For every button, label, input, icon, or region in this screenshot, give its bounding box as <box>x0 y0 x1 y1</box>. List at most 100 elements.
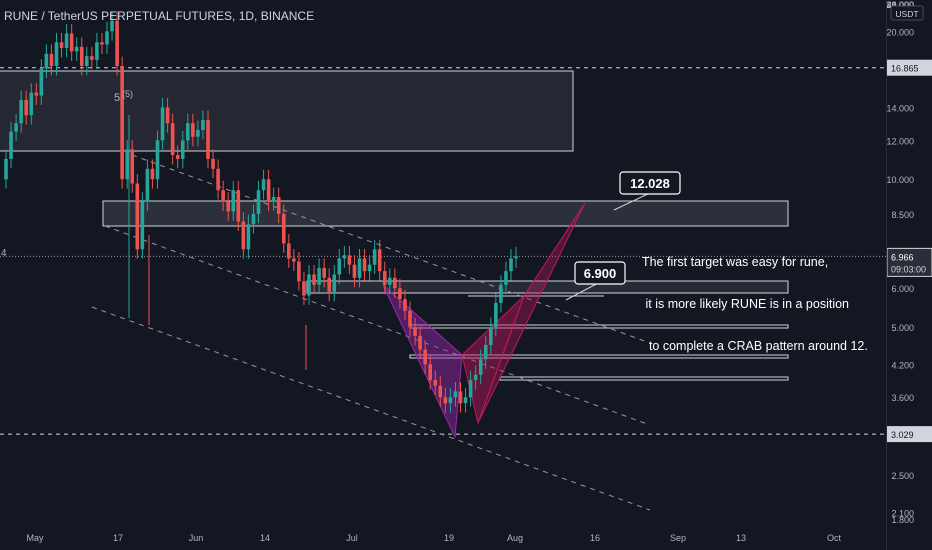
candle-body <box>372 249 377 265</box>
candle-body <box>287 243 291 259</box>
last-price-badge: 6.966 <box>891 252 914 262</box>
candle-body <box>110 20 114 32</box>
price-tick-label: 4.200 <box>891 360 914 370</box>
candle-body <box>74 46 79 52</box>
candle-body <box>307 274 311 296</box>
resistance-price-badge-bg <box>887 59 932 76</box>
candle-body <box>453 391 458 398</box>
note-line: to complete a CRAB pattern around 12. <box>642 339 868 353</box>
candle-body <box>64 33 69 48</box>
candle-body <box>170 123 175 156</box>
target-low-callout <box>574 261 626 285</box>
candle-body <box>271 197 276 202</box>
candle-body <box>256 190 261 214</box>
candle-body <box>413 327 417 336</box>
candle-body <box>236 190 241 222</box>
candle-body <box>403 299 407 311</box>
candle-body <box>332 274 337 292</box>
candle-body <box>342 255 347 259</box>
candle-body <box>216 168 220 191</box>
target-high-callout <box>619 171 681 195</box>
candle-body <box>191 123 195 137</box>
crab-pattern-projection <box>477 202 586 424</box>
candle-body <box>226 201 230 212</box>
support-price-badge: 3.029 <box>891 430 914 440</box>
resistance-price-badge: 16.865 <box>891 64 919 74</box>
candle-body <box>393 277 397 289</box>
candle-body <box>388 277 392 285</box>
candle-body <box>79 46 84 66</box>
candle-body <box>221 190 225 202</box>
candle-body <box>29 92 34 116</box>
time-tick-label: 19 <box>444 533 454 543</box>
target-low-label: 6.900 <box>584 266 617 281</box>
last-price-badge-bg <box>886 247 932 277</box>
price-tick-label: 3.600 <box>891 393 914 403</box>
candle-body <box>276 197 281 214</box>
price-tick-label: 8.500 <box>891 210 914 220</box>
candle-body <box>398 288 402 300</box>
resistance-zone-box <box>102 200 789 227</box>
time-tick-label: Aug <box>507 533 523 543</box>
candle-body <box>150 168 155 180</box>
price-tick-label: 2.100 <box>891 508 914 518</box>
candle-body <box>180 140 185 159</box>
candle-body <box>494 302 498 328</box>
callout-pointer <box>565 281 601 301</box>
price-tick-label: 12.000 <box>886 136 914 146</box>
candle-body <box>145 168 150 202</box>
candle-body <box>327 277 331 292</box>
price-tick-label: 30.000 <box>886 0 914 10</box>
candle-body <box>34 92 39 96</box>
candle-body <box>312 274 316 285</box>
channel-trendline <box>104 225 651 426</box>
note-line: it is more likely RUNE is in a position <box>642 297 850 311</box>
candle-body <box>382 271 387 285</box>
candle-body <box>39 68 44 96</box>
candle-body <box>489 327 493 345</box>
candle-body <box>297 261 301 282</box>
candle-body <box>302 281 306 296</box>
candle-body <box>69 33 74 52</box>
price-tick-label: 36.000 <box>886 0 914 10</box>
channel-trendline <box>91 306 651 511</box>
candle-body <box>468 380 473 398</box>
level-line <box>409 354 789 359</box>
price-tick-label: 10.000 <box>886 175 914 185</box>
candle-body <box>135 183 140 250</box>
callout-pointer <box>613 191 653 211</box>
candle-body <box>140 201 145 250</box>
price-axis-separator <box>886 0 887 550</box>
candle-body <box>377 249 382 272</box>
candle-body <box>433 380 438 386</box>
candle-body <box>175 155 180 159</box>
supply-zone-box <box>0 70 574 152</box>
candle-body <box>155 140 160 180</box>
candle-body <box>423 349 427 365</box>
candle-body <box>292 258 296 262</box>
price-tick-label: 20.000 <box>886 27 914 37</box>
price-tick-label: 6.000 <box>891 284 914 294</box>
candle-body <box>458 391 463 404</box>
candle-body <box>115 20 119 66</box>
chart-title: RUNE / TetherUS PERPETUAL FUTURES, 1D, B… <box>4 9 315 23</box>
candle-body <box>186 123 190 141</box>
crab-pattern-leg-xab <box>382 284 463 439</box>
candle-body <box>514 256 518 259</box>
price-tick-label: 42.000 <box>886 0 914 10</box>
candle-body <box>211 158 215 169</box>
candle-body <box>100 42 104 45</box>
time-tick-label: Oct <box>827 533 842 543</box>
currency-badge <box>890 5 924 21</box>
wave-sublabel: (5) <box>122 89 133 99</box>
currency-label: USDT <box>895 9 918 19</box>
note-line: The first target was easy for rune, <box>642 255 829 269</box>
time-tick-label: 13 <box>736 533 746 543</box>
support-price-badge-bg <box>887 426 932 443</box>
candle-body <box>44 53 49 69</box>
candle-body <box>443 397 448 404</box>
candle-body <box>448 397 453 404</box>
candle-body <box>473 374 478 381</box>
level-line <box>499 376 789 381</box>
